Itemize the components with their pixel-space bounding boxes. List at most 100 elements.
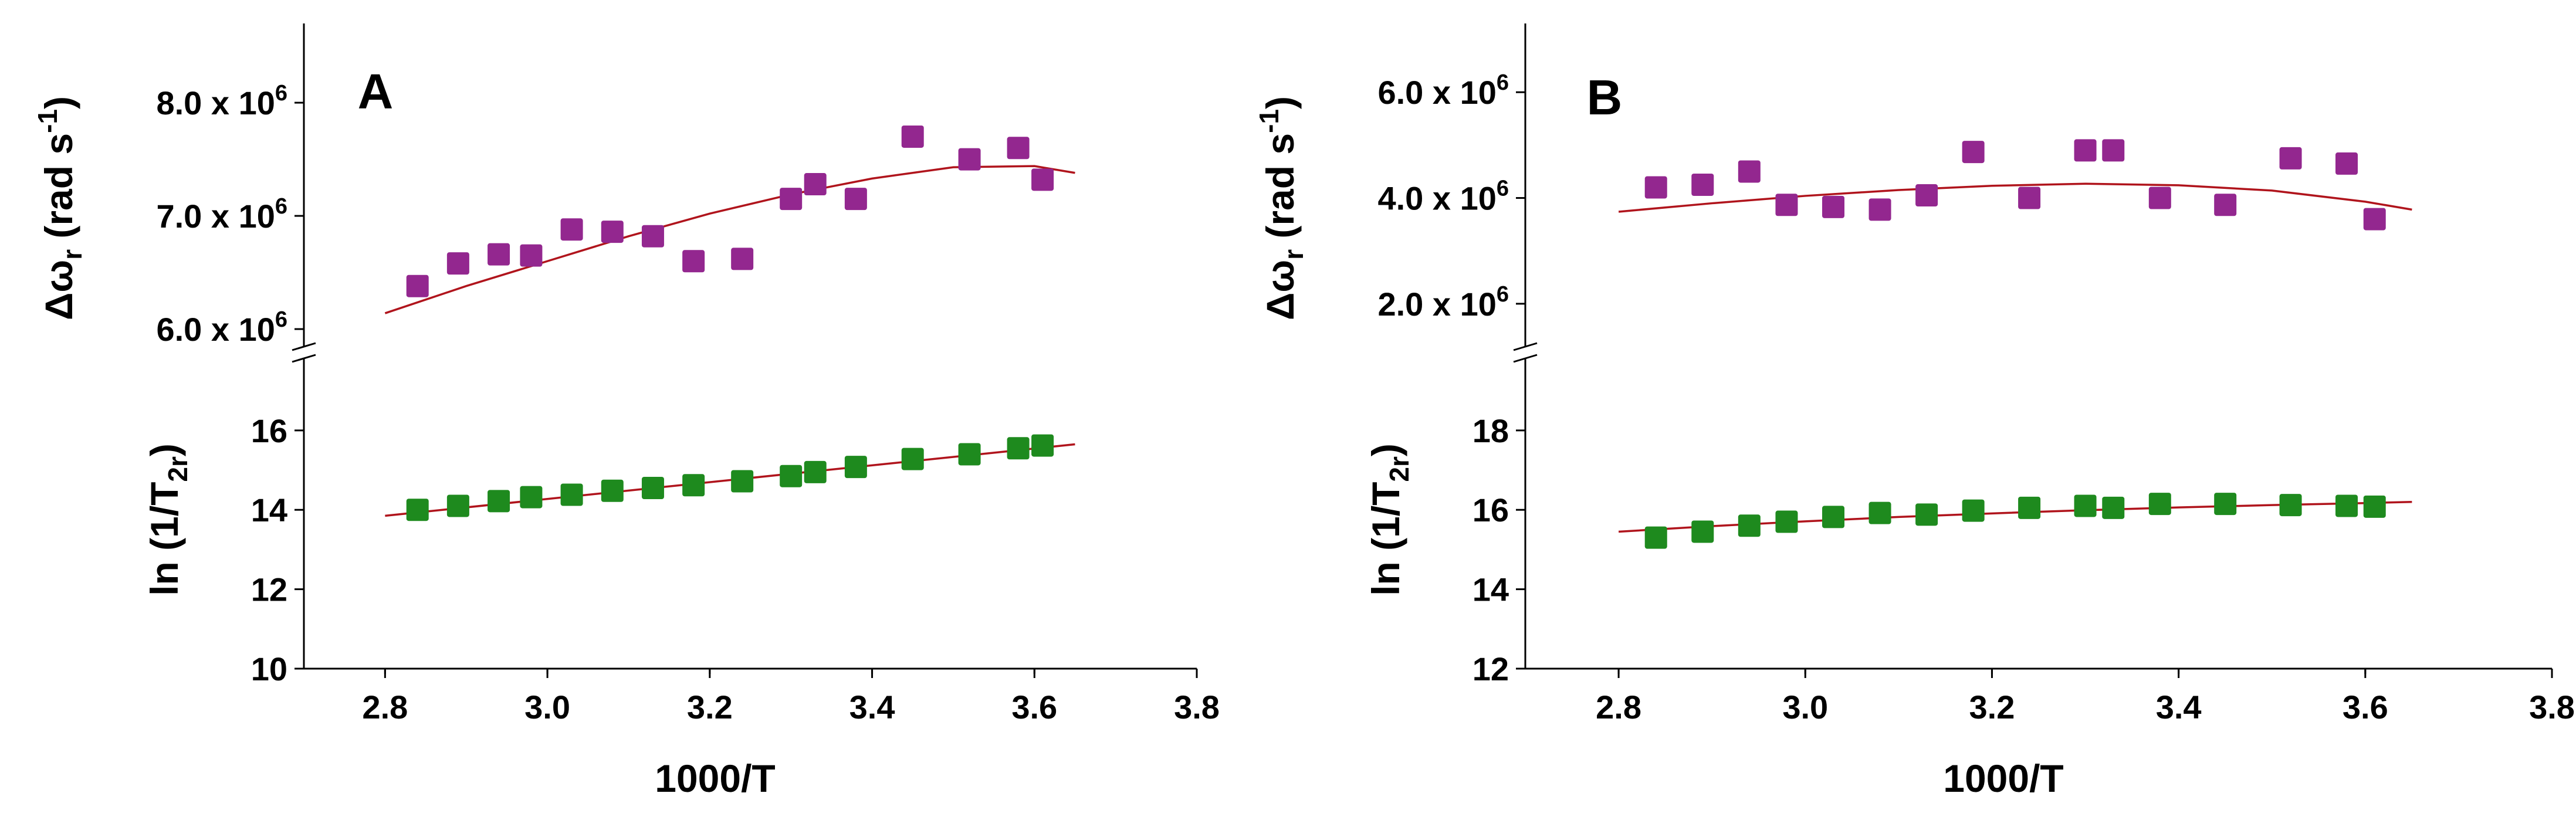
x-axis-label: 1000/T	[1943, 757, 2063, 800]
data-point-lower	[1738, 514, 1761, 537]
data-point-upper	[1691, 174, 1714, 196]
data-point-lower	[682, 474, 705, 497]
data-point-upper	[2148, 187, 2171, 209]
data-point-lower	[1031, 434, 1054, 457]
data-point-upper	[731, 248, 754, 270]
axis-break-mark	[292, 342, 316, 351]
data-point-lower	[446, 494, 469, 517]
panel-b: 2.8 3.0 3.2 3.4 3.6 3.8 1000/T 2.0 x 106 4.0 x 1…	[1254, 23, 2575, 800]
data-point-upper	[2279, 147, 2302, 170]
data-point-lower	[901, 448, 924, 470]
data-point-upper	[446, 252, 469, 275]
data-point-lower	[731, 470, 754, 493]
x-tick-label: 3.4	[849, 689, 895, 726]
data-point-upper	[2074, 139, 2097, 162]
y-tick-label-lower: 12	[251, 571, 287, 608]
y-tick-label-upper: 7.0 x 106	[156, 194, 287, 235]
panel-label: B	[1587, 70, 1623, 125]
y-tick-label-lower: 14	[1473, 571, 1509, 608]
data-point-upper	[2363, 208, 2386, 231]
fit-line-upper	[1618, 182, 2412, 213]
axis-break-mark	[1513, 354, 1538, 363]
data-point-upper	[804, 173, 827, 196]
x-tick-label: 3.6	[1011, 689, 1057, 726]
data-point-upper	[2102, 139, 2125, 162]
data-point-lower	[2148, 493, 2171, 516]
data-point-lower	[2018, 496, 2041, 519]
data-point-upper	[1031, 168, 1054, 191]
y-tick-label-lower: 14	[251, 492, 287, 528]
data-point-upper	[1822, 195, 1844, 218]
data-point-lower	[1775, 510, 1798, 533]
y-tick-label-lower: 18	[1473, 412, 1509, 449]
data-point-lower	[2074, 494, 2097, 517]
x-tick-label: 3.2	[1969, 689, 2015, 726]
panel-label: A	[358, 64, 394, 119]
y-tick-label-lower: 16	[251, 412, 287, 449]
data-point-lower	[844, 456, 867, 479]
fit-line-upper	[384, 165, 1075, 314]
x-tick-label: 3.8	[2529, 689, 2575, 726]
data-point-lower	[641, 477, 664, 499]
panel-a: 2.8 3.0 3.2 3.4 3.6 3.8 1000/T 6.0 x 106 7.0 x 1…	[32, 23, 1220, 800]
data-point-lower	[1644, 526, 1667, 549]
data-point-upper	[958, 148, 981, 171]
y-tick-label-upper: 8.0 x 106	[156, 81, 287, 121]
data-point-upper	[1868, 198, 1891, 221]
data-point-upper	[844, 188, 867, 211]
data-point-lower	[406, 499, 429, 521]
data-point-lower	[2279, 494, 2302, 517]
data-point-upper	[2335, 152, 2358, 175]
data-point-lower	[1007, 437, 1030, 460]
data-point-upper	[406, 274, 429, 297]
data-point-lower	[1868, 501, 1891, 524]
y-axis-label-lower: ln (1/T2r)	[143, 443, 193, 596]
y-tick-label-lower: 16	[1473, 492, 1509, 528]
data-point-lower	[2363, 495, 2386, 518]
y-tick-label-upper: 6.0 x 106	[156, 307, 287, 348]
x-tick-label: 3.8	[1174, 689, 1220, 726]
x-tick-label: 2.8	[1596, 689, 1641, 726]
data-point-upper	[560, 218, 583, 241]
x-tick-label: 3.0	[1782, 689, 1828, 726]
x-tick-label: 2.8	[362, 689, 408, 726]
data-point-lower	[2214, 493, 2237, 516]
y-tick-label-upper: 6.0 x 106	[1377, 70, 1509, 111]
data-point-upper	[2214, 194, 2237, 216]
data-point-lower	[1915, 503, 1938, 526]
data-point-lower	[560, 483, 583, 506]
y-tick-label-lower: 12	[1473, 650, 1509, 687]
data-point-upper	[1775, 194, 1798, 216]
x-tick-label: 3.0	[524, 689, 570, 726]
data-point-upper	[520, 244, 543, 267]
x-tick-label: 3.4	[2156, 689, 2202, 726]
y-tick-label-lower: 10	[251, 650, 287, 687]
data-point-lower	[601, 479, 624, 502]
x-tick-label: 3.2	[687, 689, 733, 726]
data-point-upper	[1915, 184, 1938, 207]
data-point-lower	[958, 443, 981, 466]
axis-break-mark	[1513, 342, 1538, 351]
data-point-lower	[2102, 496, 2125, 519]
y-axis-label-lower: ln (1/T2r)	[1364, 443, 1414, 596]
x-axis-label: 1000/T	[655, 757, 775, 800]
data-point-lower	[1691, 520, 1714, 543]
y-axis-label-upper: Δωr (rad s-1)	[1254, 96, 1309, 320]
y-tick-label-upper: 4.0 x 106	[1377, 177, 1509, 217]
data-point-lower	[804, 460, 827, 483]
y-tick-label-upper: 2.0 x 106	[1377, 282, 1509, 323]
x-tick-label: 3.6	[2343, 689, 2388, 726]
data-point-upper	[641, 225, 664, 248]
data-point-lower	[1962, 499, 1985, 522]
data-point-upper	[1738, 160, 1761, 183]
data-point-upper	[1962, 141, 1985, 164]
data-point-upper	[780, 188, 803, 211]
data-point-lower	[2335, 494, 2358, 517]
data-point-upper	[1644, 176, 1667, 199]
data-point-upper	[901, 125, 924, 148]
data-point-lower	[488, 490, 510, 513]
data-point-upper	[601, 221, 624, 243]
data-point-lower	[780, 465, 803, 487]
